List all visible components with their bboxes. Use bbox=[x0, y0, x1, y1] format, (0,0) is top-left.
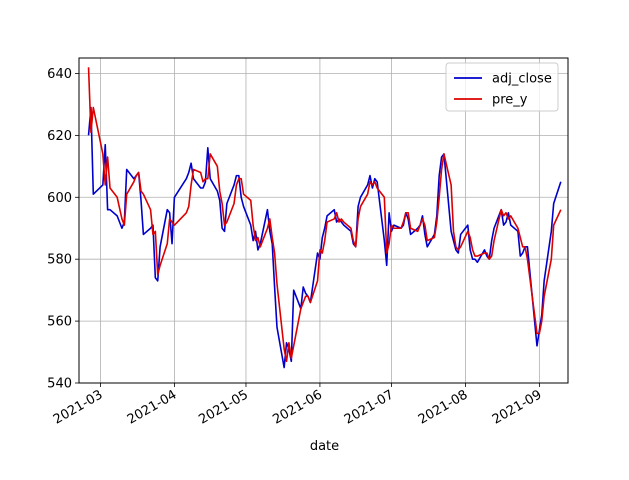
plot-area-frame bbox=[78, 57, 569, 384]
y-tick-label: 600 bbox=[47, 191, 72, 206]
x-axis-label: date bbox=[310, 439, 339, 454]
y-tick-label: 560 bbox=[47, 315, 72, 330]
legend-entry-label: adj_close bbox=[492, 72, 552, 87]
legend: adj_close pre_y bbox=[445, 62, 559, 112]
series-line-adj-close bbox=[87, 106, 562, 369]
y-axis: 540 560 580 600 620 640 bbox=[47, 67, 79, 392]
y-tick-label: 640 bbox=[47, 67, 72, 82]
y-tick-label: 540 bbox=[47, 377, 72, 392]
plot-series-layer bbox=[87, 67, 562, 369]
series-line-pre-y bbox=[87, 67, 562, 363]
y-tick-label: 620 bbox=[47, 129, 72, 144]
y-tick-label: 580 bbox=[47, 253, 72, 268]
grid-lines bbox=[79, 58, 568, 384]
legend-entry-label: pre_y bbox=[492, 93, 528, 108]
